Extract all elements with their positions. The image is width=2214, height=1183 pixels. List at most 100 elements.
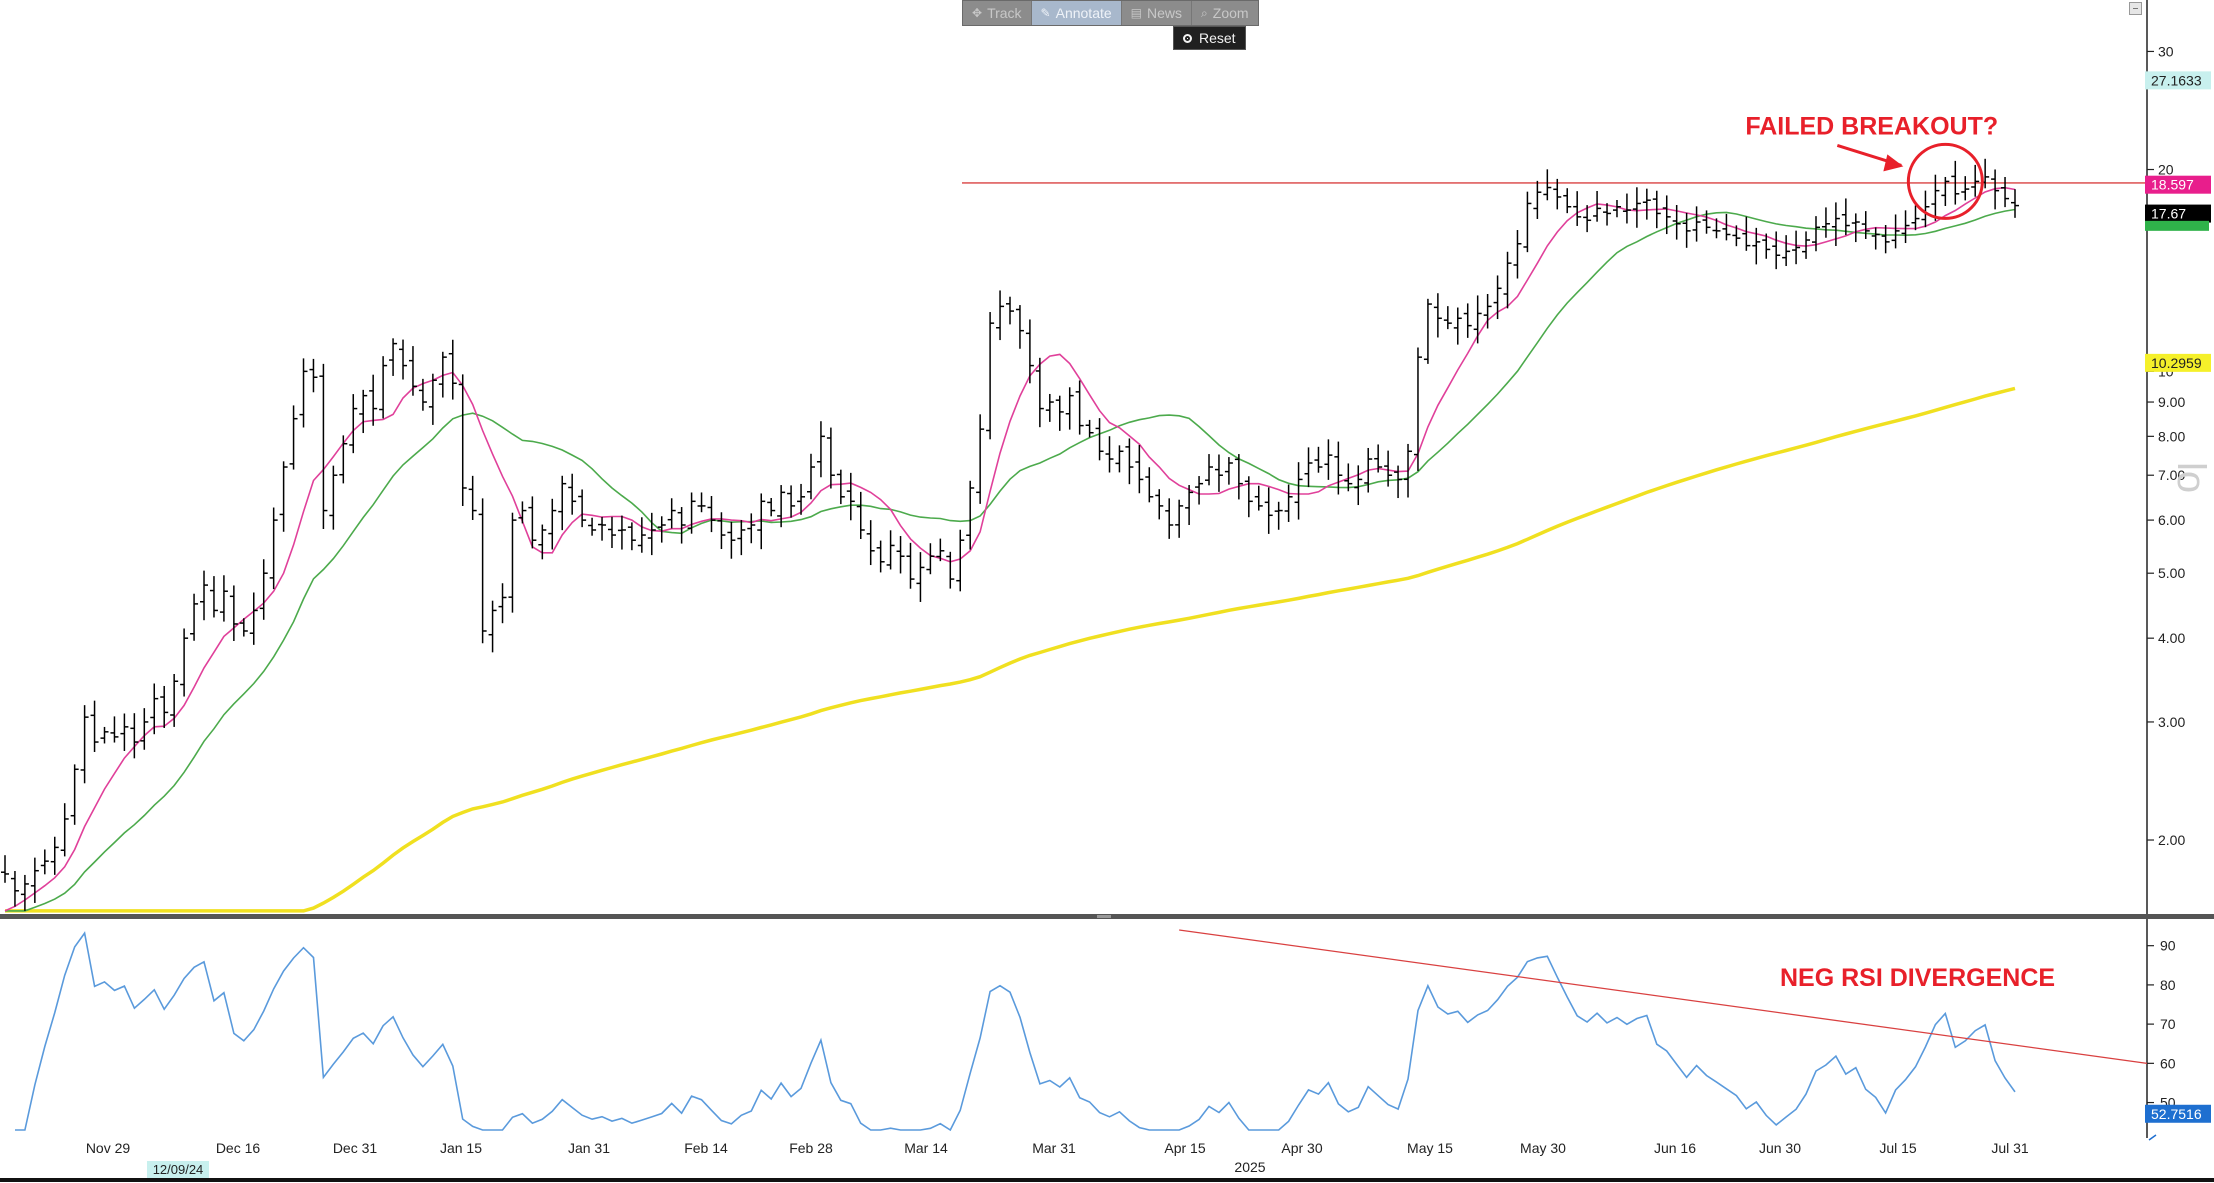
price-tag-label: 18.597 xyxy=(2151,177,2194,193)
ohlc-bar xyxy=(1682,212,1691,248)
ohlc-bar xyxy=(866,520,875,566)
ohlc-bar xyxy=(1533,180,1542,219)
ohlc-bar xyxy=(150,683,159,735)
ohlc-bar xyxy=(1254,485,1263,511)
price-tag-label: 27.1633 xyxy=(2151,72,2202,88)
ohlc-bar xyxy=(428,373,437,425)
ohlc-bar xyxy=(349,394,358,454)
ohlc-bar xyxy=(2001,176,2010,208)
ohlc-bar xyxy=(200,570,209,621)
track-button[interactable]: ✥ Track xyxy=(963,1,1032,25)
ohlc-bar xyxy=(1662,195,1671,235)
price-tick-label: 6.00 xyxy=(2158,512,2185,528)
ohlc-bar xyxy=(478,498,487,644)
x-axis-label: Jul 15 xyxy=(1879,1140,1917,1156)
ohlc-bar xyxy=(687,492,696,534)
ohlc-bar xyxy=(1642,188,1651,220)
x-axis-label: Dec 16 xyxy=(216,1140,261,1156)
newspaper-icon: ▤ xyxy=(1130,6,1143,20)
ohlc-bar xyxy=(578,489,587,528)
ohlc-bar xyxy=(1861,211,1870,239)
ohlc-bar xyxy=(637,517,646,553)
ohlc-bar xyxy=(180,628,189,697)
radio-icon xyxy=(1183,33,1192,43)
ohlc-bar xyxy=(727,521,736,559)
reset-button[interactable]: Reset xyxy=(1173,26,1246,50)
ohlc-bar xyxy=(319,363,328,530)
ohlc-bar xyxy=(1931,174,1940,221)
ohlc-bar xyxy=(1802,231,1811,259)
ohlc-bar xyxy=(448,339,457,400)
ohlc-bar xyxy=(190,593,199,641)
cursor-date-tag xyxy=(147,1161,209,1178)
ohlc-bar xyxy=(1264,487,1273,534)
x-axis-label: Jan 15 xyxy=(440,1140,482,1156)
rsi-divergence-line xyxy=(1179,929,2148,1064)
rsi-tick-label: 90 xyxy=(2160,938,2176,954)
annotate-button[interactable]: ✎ Annotate xyxy=(1031,1,1122,25)
ohlc-bar xyxy=(1364,447,1373,493)
ohlc-bar xyxy=(1513,230,1522,279)
price-tick-label: 8.00 xyxy=(2158,428,2185,444)
ohlc-bar xyxy=(170,673,179,727)
ohlc-bar xyxy=(70,764,79,825)
ohlc-bar xyxy=(558,475,567,531)
ohlc-bar xyxy=(508,512,517,613)
ohlc-bar xyxy=(1413,347,1422,471)
x-axis-label: May 30 xyxy=(1520,1140,1566,1156)
ohlc-bar xyxy=(1394,465,1403,499)
ohlc-bar xyxy=(1831,202,1840,247)
ohlc-bar xyxy=(1185,485,1194,525)
ohlc-bar xyxy=(1274,501,1283,530)
ohlc-bar xyxy=(1244,476,1253,518)
ohlc-bar xyxy=(1782,235,1791,267)
x-axis-label: May 15 xyxy=(1407,1140,1453,1156)
ohlc-bar xyxy=(1881,225,1890,254)
chart-toolbar: ✥ Track ✎ Annotate ▤ News ⌕ Zoom xyxy=(962,0,1259,26)
ohlc-bar xyxy=(1503,251,1512,309)
panel-options-icon[interactable] xyxy=(2129,2,2142,15)
ohlc-bar xyxy=(1911,205,1920,231)
ohlc-bar xyxy=(399,339,408,380)
ohlc-bar xyxy=(667,498,676,529)
ohlc-bar xyxy=(1722,213,1731,241)
ohlc-bar xyxy=(677,507,686,544)
ohlc-bar xyxy=(1523,191,1532,253)
x-axis-label: Apr 15 xyxy=(1164,1140,1205,1156)
ohlc-bar xyxy=(379,356,388,419)
ohlc-bar xyxy=(607,516,616,549)
zoom-button[interactable]: ⌕ Zoom xyxy=(1192,1,1258,25)
ohlc-bar xyxy=(568,473,577,515)
ohlc-bar xyxy=(1752,227,1761,265)
news-button[interactable]: ▤ News xyxy=(1122,1,1193,25)
ohlc-bar xyxy=(1165,498,1174,539)
rsi-line xyxy=(15,931,2016,1132)
ohlc-bar xyxy=(10,871,19,907)
ohlc-bar xyxy=(2011,189,2019,218)
separator-grip[interactable] xyxy=(1097,915,1111,918)
ohlc-bar xyxy=(20,874,29,911)
ohlc-bar xyxy=(1632,187,1641,228)
ohlc-bar xyxy=(1354,465,1363,506)
ohlc-bar xyxy=(926,543,935,575)
ohlc-bar xyxy=(717,512,726,550)
ohlc-bar xyxy=(1612,199,1621,218)
ohlc-bar xyxy=(1991,169,2000,210)
ohlc-bar xyxy=(1,855,9,883)
ohlc-bar xyxy=(1284,484,1293,522)
rsi-tick-label: 60 xyxy=(2160,1055,2176,1071)
ohlc-bar xyxy=(588,517,597,536)
ohlc-bar xyxy=(757,493,766,550)
moving-average-line-8 xyxy=(4,186,2016,912)
ohlc-bar xyxy=(1742,216,1751,251)
ohlc-bar xyxy=(986,312,995,440)
ohlc-bar xyxy=(498,583,507,624)
ohlc-bar xyxy=(1195,476,1204,505)
ohlc-bar xyxy=(1175,499,1184,538)
ohlc-bar xyxy=(896,536,905,574)
ohlc-bar xyxy=(856,491,865,540)
ohlc-bar xyxy=(130,713,139,759)
price-tag xyxy=(2145,71,2211,90)
